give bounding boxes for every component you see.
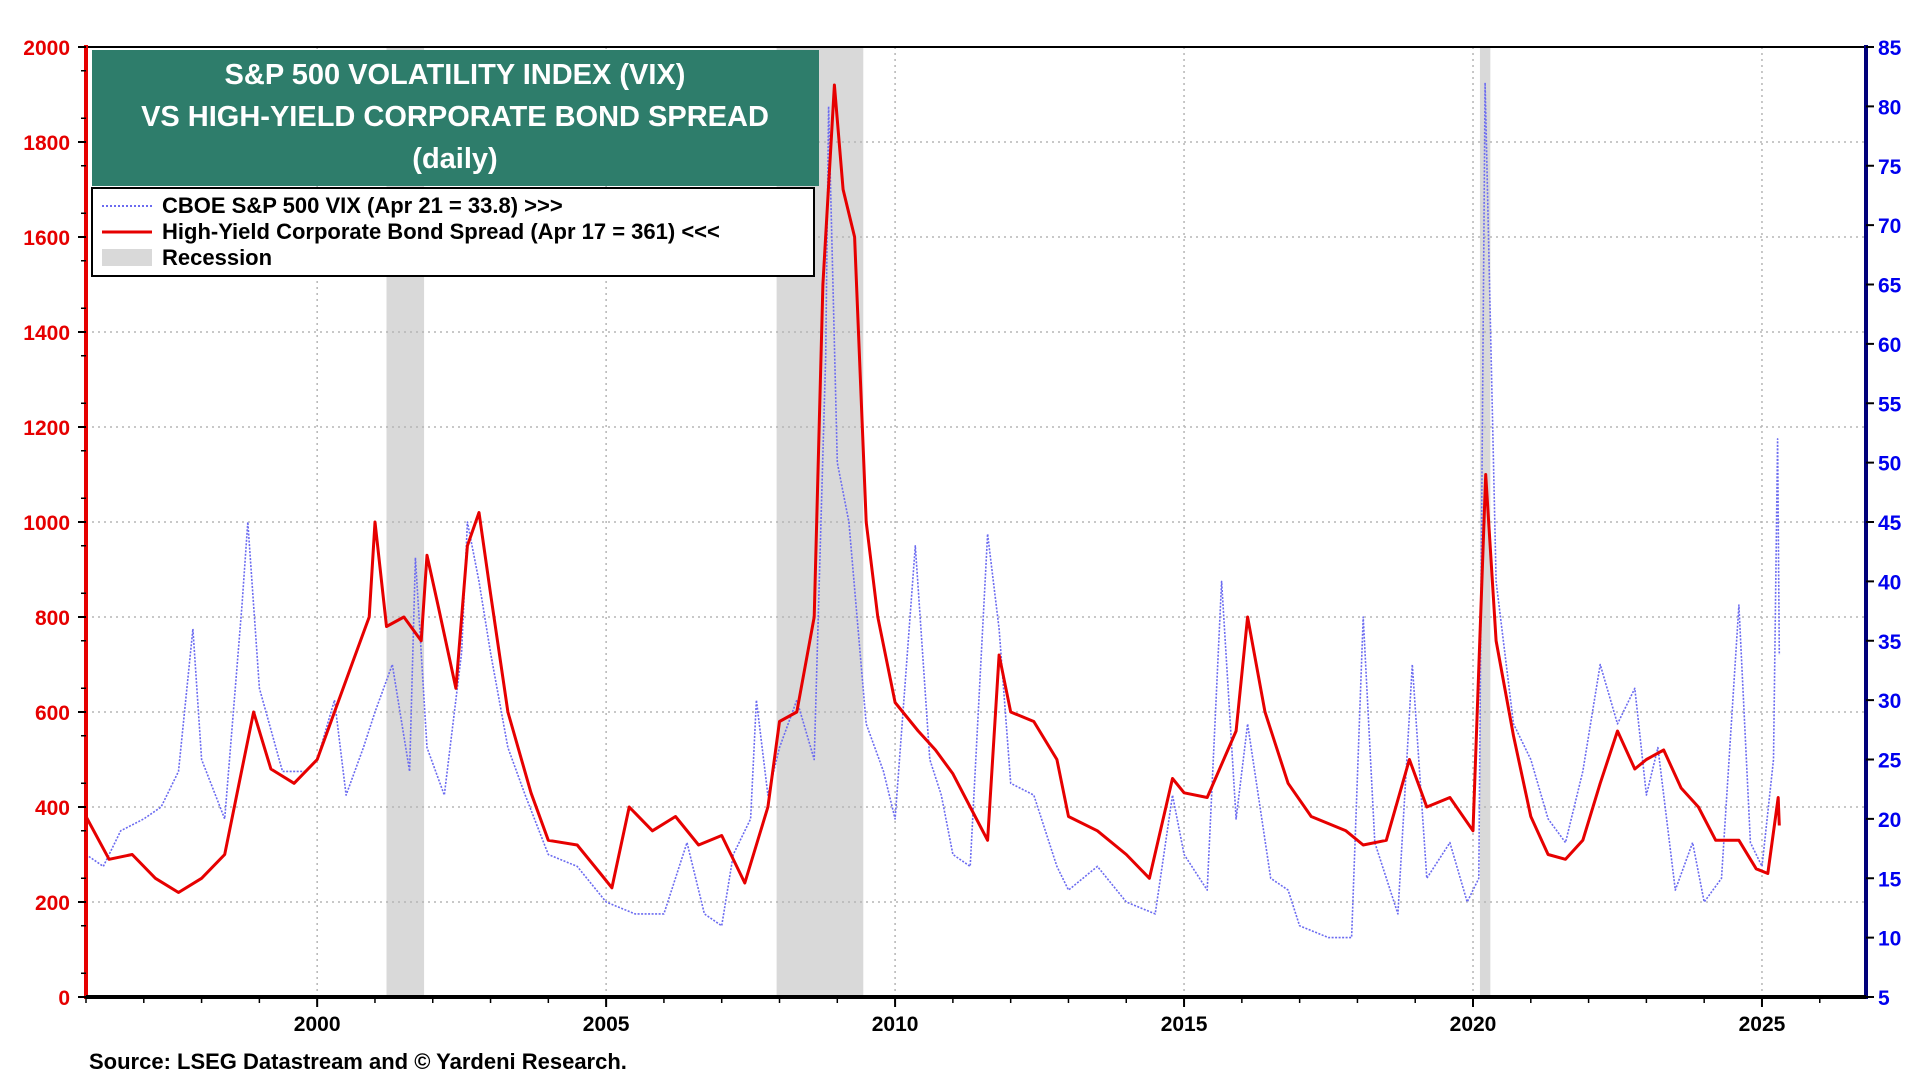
x-tick-label-2: 2010: [872, 1013, 919, 1036]
hy-spread-series-line: [84, 83, 1781, 894]
title-box: S&P 500 VOLATILITY INDEX (VIX) VS HIGH-Y…: [92, 50, 819, 186]
x-tick-label-5: 2025: [1739, 1013, 1786, 1036]
right-tick-label-13: 70: [1878, 215, 1901, 238]
right-tick-label-16: 85: [1878, 37, 1902, 60]
right-tick-label-9: 50: [1878, 453, 1901, 476]
x-tick-label-0: 2000: [294, 1013, 341, 1036]
right-tick-label-8: 45: [1878, 512, 1902, 535]
gridlines: [86, 47, 1866, 997]
legend: CBOE S&P 500 VIX (Apr 21 = 33.8) >>> Hig…: [91, 187, 815, 277]
right-tick-label-7: 40: [1878, 571, 1901, 594]
right-tick-label-11: 60: [1878, 334, 1901, 357]
x-tick-label-3: 2015: [1161, 1013, 1208, 1036]
vix-series-line: [85, 81, 1781, 939]
left-tick-label-6: 1200: [23, 417, 70, 440]
left-tick-label-3: 600: [35, 702, 70, 725]
right-tick-label-12: 65: [1878, 275, 1902, 298]
left-tick-label-8: 1600: [23, 227, 70, 250]
chart-title-line-1: S&P 500 VOLATILITY INDEX (VIX): [225, 59, 686, 91]
legend-label-spread: High-Yield Corporate Bond Spread (Apr 17…: [162, 219, 720, 244]
right-tick-label-5: 30: [1878, 690, 1901, 713]
left-tick-label-5: 1000: [23, 512, 70, 535]
right-tick-label-10: 55: [1878, 393, 1902, 416]
right-tick-label-1: 10: [1878, 928, 1901, 951]
left-tick-label-9: 1800: [23, 132, 70, 155]
legend-label-vix: CBOE S&P 500 VIX (Apr 21 = 33.8) >>>: [162, 193, 563, 218]
x-tick-label-4: 2020: [1450, 1013, 1497, 1036]
legend-label-recession: Recession: [162, 245, 272, 270]
series-lines: [84, 81, 1781, 939]
chart-title-line-2: VS HIGH-YIELD CORPORATE BOND SPREAD: [141, 101, 769, 133]
right-tick-label-3: 20: [1878, 809, 1901, 832]
left-tick-label-1: 200: [35, 892, 70, 915]
right-tick-label-6: 35: [1878, 631, 1902, 654]
left-tick-label-2: 400: [35, 797, 70, 820]
right-tick-label-4: 25: [1878, 750, 1902, 773]
left-tick-label-0: 0: [58, 987, 70, 1010]
right-tick-label-15: 80: [1878, 96, 1901, 119]
left-tick-label-7: 1400: [23, 322, 70, 345]
right-tick-label-2: 15: [1878, 868, 1902, 891]
axis-ticks: 0 200 400 600 800 1000 1200 1400 1600 1800 2000 5 10…: [23, 37, 1901, 1036]
chart-subtitle: (daily): [412, 143, 497, 175]
right-tick-label-0: 5: [1878, 987, 1890, 1010]
left-tick-label-4: 800: [35, 607, 70, 630]
right-tick-label-14: 75: [1878, 156, 1902, 179]
x-tick-label-1: 2005: [583, 1013, 630, 1036]
left-tick-label-10: 2000: [23, 37, 70, 60]
legend-swatch-recession: [102, 249, 152, 266]
source-note: Source: LSEG Datastream and © Yardeni Re…: [89, 1049, 627, 1074]
